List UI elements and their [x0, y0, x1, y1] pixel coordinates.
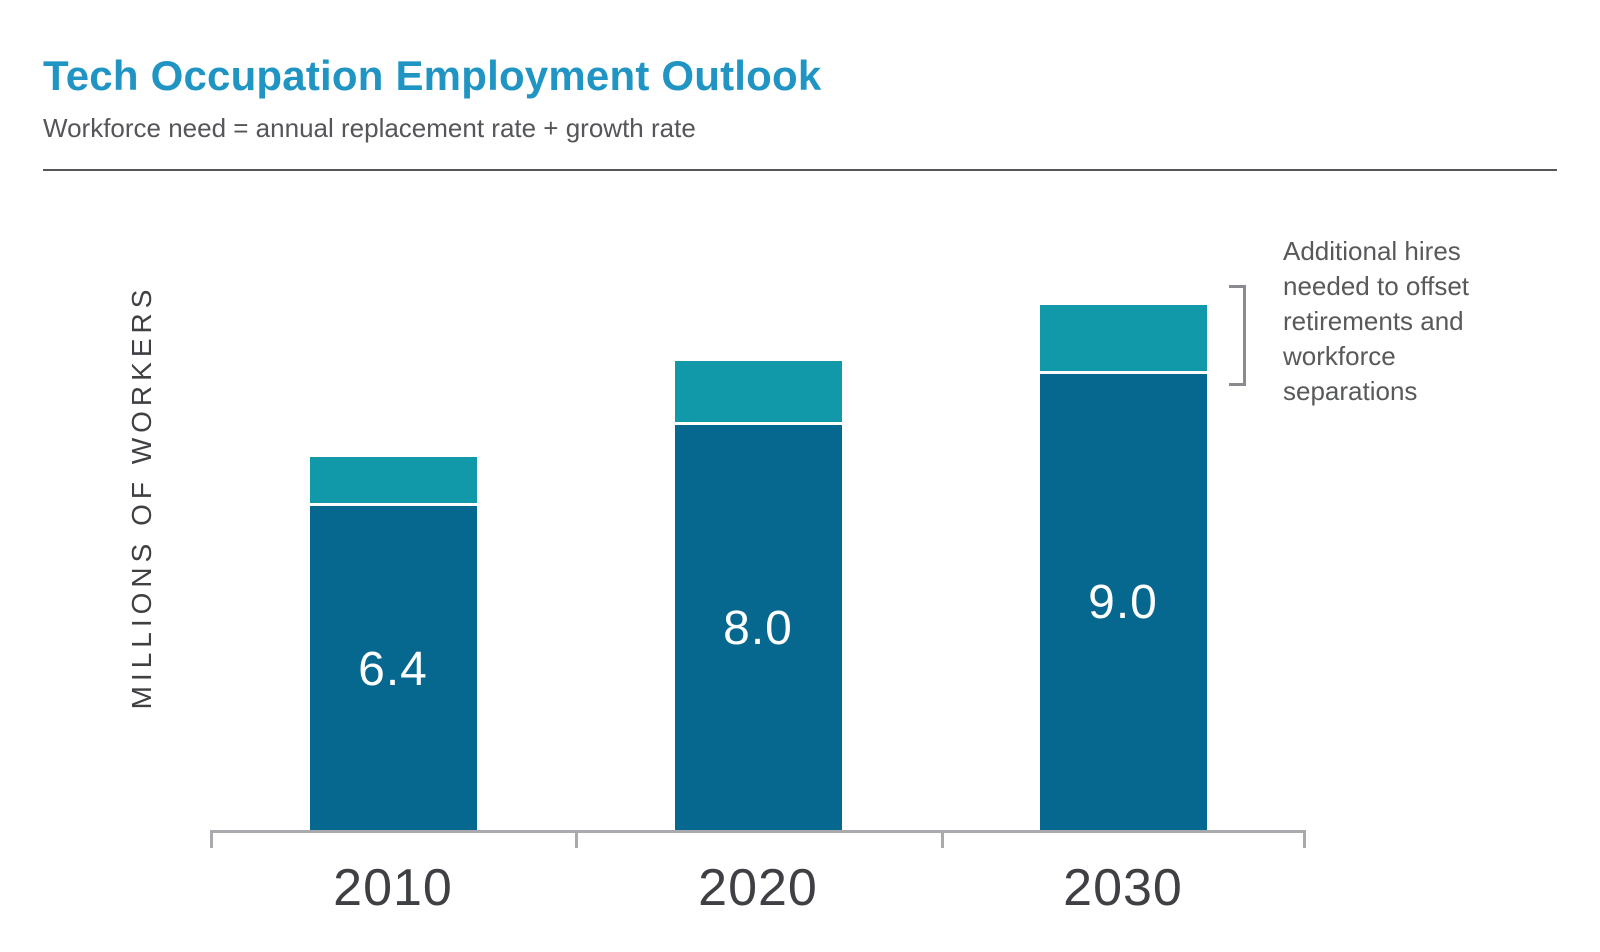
x-axis-label-2010: 2010 [333, 859, 453, 917]
x-axis-label-2020: 2020 [698, 859, 818, 917]
annotation-text: Additional hires needed to offset retire… [1283, 236, 1470, 406]
bar-2030-additional-hires-segment [1039, 304, 1207, 371]
header-divider [43, 169, 1557, 171]
bar-2030-separator-line [1039, 370, 1207, 374]
bar-2010-workforce-segment: 6.4 [309, 506, 477, 832]
bar-2020-workforce-segment: 8.0 [674, 424, 842, 832]
bar-2010-separator-line [309, 503, 477, 507]
bar-2020: 8.0 [674, 360, 842, 832]
bar-2010-additional-hires-segment [309, 457, 477, 504]
y-axis-label: MILLIONS OF WORKERS [126, 284, 157, 710]
bar-2010: 6.4 [309, 457, 477, 832]
x-axis-tick-0 [210, 833, 213, 848]
bar-2010-value-label: 6.4 [358, 642, 428, 696]
bar-2020-value-label: 8.0 [723, 601, 793, 655]
bar-2030-workforce-segment: 9.0 [1039, 373, 1207, 832]
x-axis-tick-1 [575, 833, 578, 848]
x-axis-line [210, 830, 1306, 833]
bar-2030: 9.0 [1039, 304, 1207, 832]
annotation-bracket [1229, 285, 1246, 386]
x-axis-label-2030: 2030 [1063, 859, 1183, 917]
x-axis-tick-2 [941, 833, 944, 848]
bar-2020-additional-hires-segment [674, 360, 842, 422]
page-subtitle: Workforce need = annual replacement rate… [43, 113, 696, 143]
x-axis-tick-3 [1303, 833, 1306, 848]
bar-2020-separator-line [674, 421, 842, 425]
page-title: Tech Occupation Employment Outlook [43, 52, 822, 99]
bar-2030-value-label: 9.0 [1088, 576, 1158, 630]
